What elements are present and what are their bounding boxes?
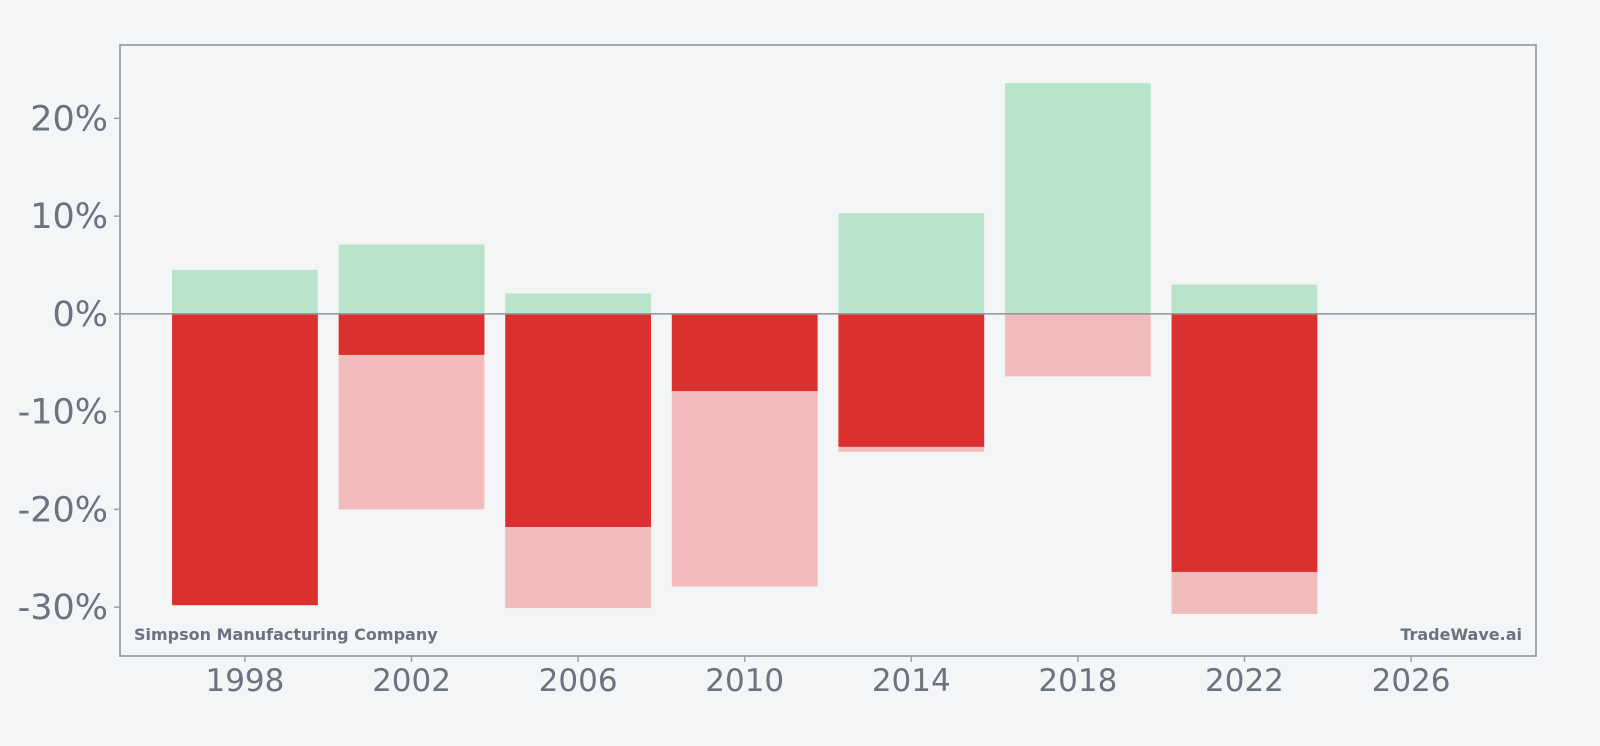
bars-layer — [172, 83, 1318, 614]
y-tick-label: -10% — [18, 393, 108, 433]
bar-2014-series-3 — [838, 313, 985, 447]
watermark-company-name: Simpson Manufacturing Company — [134, 625, 438, 644]
x-tick-label: 2006 — [539, 663, 618, 699]
y-tick-label: 10% — [30, 197, 108, 237]
bar-1998-series-1 — [172, 269, 318, 314]
y-tick-label: 20% — [30, 99, 108, 139]
bar-2014-series-1 — [838, 213, 985, 314]
bar-2022-series-3 — [1171, 313, 1318, 572]
bar-2002-series-3 — [338, 313, 485, 355]
axes-layer: -30% -20% -10% 0% 10% 20% 1998 2002 2006 2010 2014… — [18, 99, 1451, 699]
bar-1998-series-3 — [172, 313, 318, 606]
x-tick-label: 2014 — [872, 663, 951, 699]
y-tick-label: -30% — [18, 588, 108, 628]
bar-2018-series-1 — [1005, 83, 1151, 314]
x-tick-label: 2010 — [705, 663, 784, 699]
plot-frame — [119, 44, 1537, 657]
y-tick-label: -20% — [18, 490, 108, 530]
x-tick-label: 2018 — [1038, 663, 1117, 699]
bar-2022-series-1 — [1171, 284, 1318, 314]
x-tick-label: 2026 — [1372, 663, 1451, 699]
bar-2006-series-1 — [505, 293, 651, 314]
bar-2018-series-2 — [1005, 313, 1151, 377]
y-tick-label: 0% — [52, 295, 108, 335]
watermark-brand: TradeWave.ai — [1400, 625, 1522, 644]
bar-2006-series-3 — [505, 313, 651, 527]
x-tick-label: 2022 — [1205, 663, 1284, 699]
bar-2010-series-3 — [671, 313, 818, 392]
x-tick-label: 1998 — [205, 663, 284, 699]
bar-2002-series-1 — [338, 244, 485, 314]
x-tick-label: 2002 — [372, 663, 451, 699]
